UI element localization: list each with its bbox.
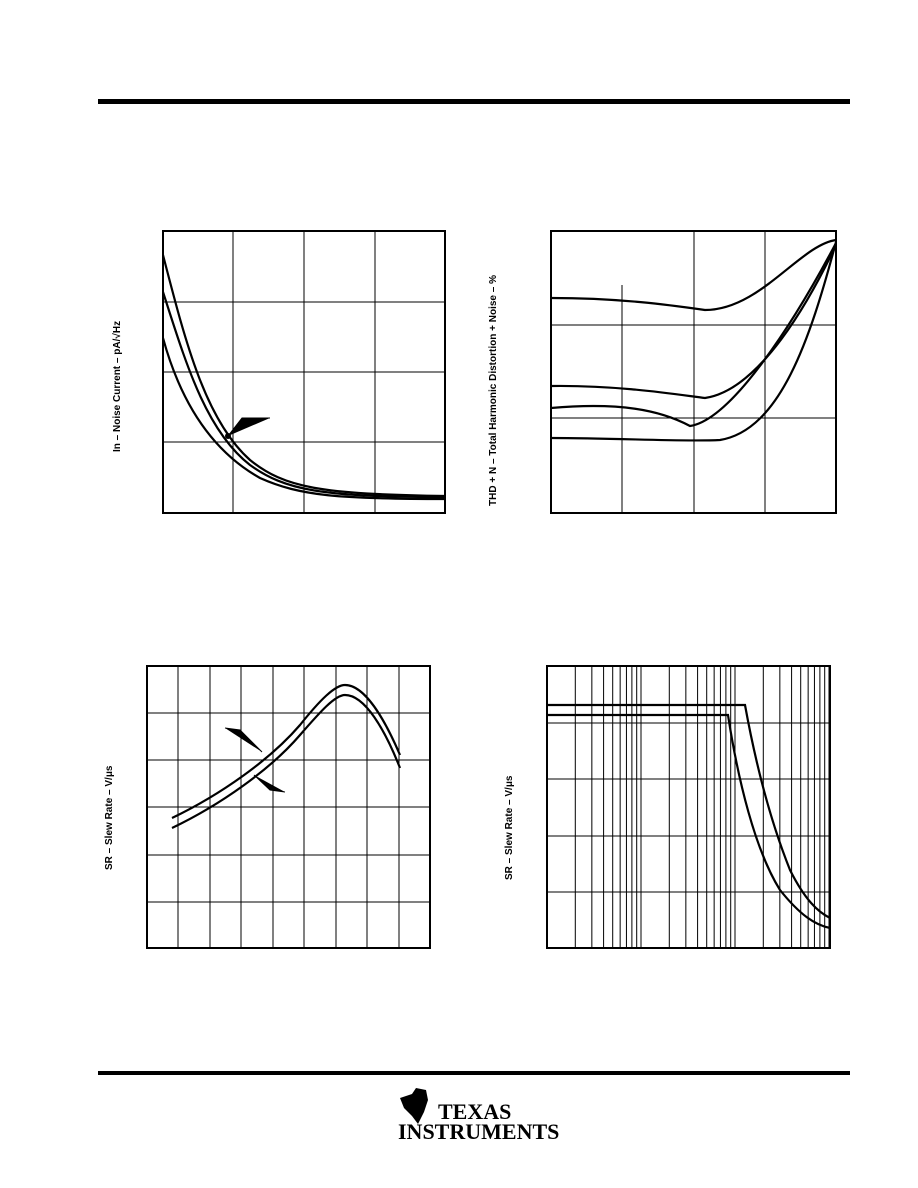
- slew-rate-temp-plot: SR – Slew Rate – V/μs: [104, 665, 431, 949]
- y-axis-label: SR – Slew Rate – V/μs: [504, 775, 515, 880]
- logo: TEXAS INSTRUMENTS: [398, 1088, 559, 1144]
- y-axis-label: SR – Slew Rate – V/μs: [104, 765, 115, 870]
- bottom-rule: [98, 1071, 850, 1075]
- noise-current-plot: In – Noise Current – pA/√Hz: [112, 230, 446, 514]
- logo-line1: TEXAS: [438, 1099, 511, 1124]
- logo-line2: INSTRUMENTS: [398, 1119, 559, 1144]
- slew-rate-load-plot: SR – Slew Rate – V/μs: [504, 665, 831, 949]
- y-axis-label: In – Noise Current – pA/√Hz: [112, 321, 123, 452]
- thd-plot: THD + N – Total Harmonic Distortion + No…: [488, 230, 838, 514]
- y-axis-label: THD + N – Total Harmonic Distortion + No…: [488, 275, 499, 506]
- top-rule: [98, 99, 850, 104]
